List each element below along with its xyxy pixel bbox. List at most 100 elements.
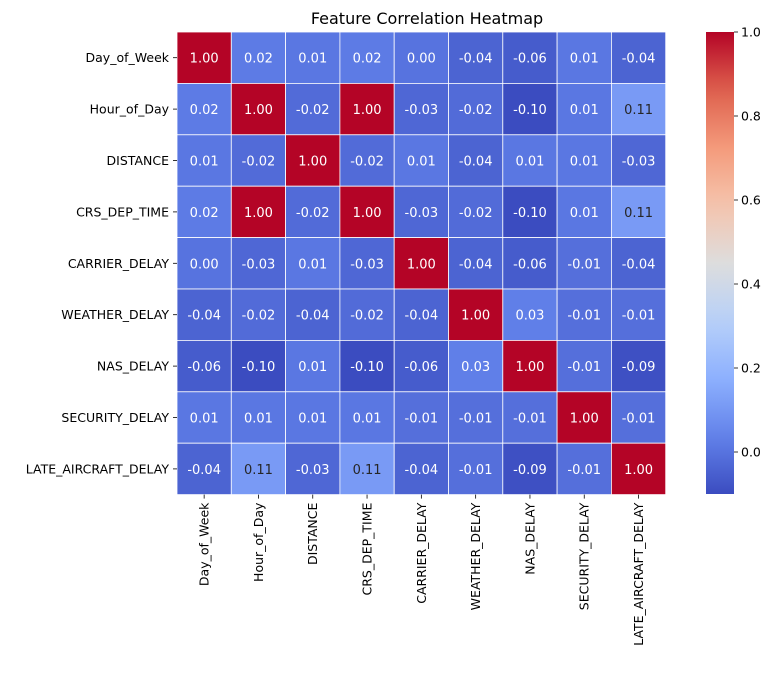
cell-value-label: -0.04	[187, 309, 221, 324]
heatmap-cell	[176, 31, 232, 84]
cell-value-label: -0.02	[242, 309, 276, 324]
cell-value-label: 0.00	[407, 52, 436, 67]
heatmap-cell	[448, 442, 504, 496]
heatmap-cell	[230, 185, 287, 238]
cell-value-label: -0.10	[513, 103, 547, 118]
y-tick-labels: Day_of_Week Hour_of_Day DISTANCE CRS_DEP_TI…	[26, 50, 177, 476]
heatmap-cell	[176, 288, 232, 341]
cell-value-label: 0.01	[570, 103, 599, 118]
heatmap-cell	[176, 442, 232, 496]
y-tick-label: Hour_of_Day	[90, 102, 170, 117]
colorbar: 0.0 0.2 0.4 0.6 0.8 1.0	[706, 25, 761, 494]
cell-value-label: -0.04	[405, 309, 439, 324]
x-tick-label: Day_of_Week	[197, 502, 212, 586]
y-tick-label: Day_of_Week	[86, 50, 170, 65]
heatmap-cell	[230, 442, 287, 496]
cell-value-label: -0.04	[187, 463, 221, 478]
cell-value-label: 0.11	[624, 103, 653, 118]
cell-value-label: -0.10	[242, 360, 276, 375]
colorbar-tick-label: 0.8	[741, 109, 761, 124]
cell-value-label: -0.09	[513, 463, 547, 478]
heatmap-cell	[556, 288, 612, 341]
heatmap-cell	[393, 134, 449, 187]
cell-value-label: -0.01	[459, 463, 493, 478]
cell-value-label: -0.01	[567, 360, 601, 375]
cell-value-label: 0.01	[298, 52, 327, 67]
cell-value-label: 0.01	[244, 412, 273, 427]
cell-value-label: -0.06	[513, 257, 547, 272]
cell-value-label: -0.02	[242, 155, 276, 170]
heatmap-cell	[285, 237, 341, 290]
y-tick-label: NAS_DELAY	[97, 359, 169, 374]
cell-value-label: -0.01	[567, 257, 601, 272]
cell-value-label: 1.00	[244, 103, 273, 118]
colorbar-gradient	[706, 32, 734, 494]
colorbar-tick-label: 0.2	[741, 361, 761, 376]
heatmap-cell	[502, 339, 558, 393]
cell-value-label: 0.01	[353, 412, 382, 427]
heatmap-cell	[176, 83, 232, 136]
cell-value-label: 1.00	[461, 309, 490, 324]
cell-value-label: 0.01	[298, 257, 327, 272]
cell-value-label: -0.01	[567, 463, 601, 478]
cell-value-label: 0.01	[570, 206, 599, 221]
cell-value-label: -0.02	[459, 206, 493, 221]
cell-value-label: 1.00	[190, 52, 219, 67]
heatmap-cells: 1.00 0.02 0.01 0.02 0.00 -0.04 -0.06 0.01 -0.04 0…	[176, 31, 667, 496]
x-tick-label: WEATHER_DELAY	[468, 502, 483, 610]
cell-value-label: -0.01	[567, 309, 601, 324]
cell-value-label: 1.00	[353, 103, 382, 118]
heatmap-cell	[393, 339, 449, 393]
cell-value-label: 1.00	[353, 206, 382, 221]
cell-value-label: 0.01	[190, 412, 219, 427]
heatmap-cell	[176, 391, 232, 444]
heatmap-cell	[556, 83, 612, 136]
cell-value-label: -0.03	[350, 257, 384, 272]
cell-value-label: -0.03	[296, 463, 330, 478]
cell-value-label: -0.01	[513, 412, 547, 427]
y-tick-label: CRS_DEP_TIME	[76, 204, 169, 219]
cell-value-label: 0.01	[407, 155, 436, 170]
cell-value-label: -0.01	[459, 412, 493, 427]
cell-value-label: -0.03	[622, 155, 656, 170]
heatmap-cell	[393, 391, 449, 444]
heatmap-cell	[611, 83, 667, 136]
heatmap-cell	[502, 442, 558, 496]
cell-value-label: 0.01	[570, 52, 599, 67]
heatmap-cell	[502, 134, 558, 187]
x-tick-label: SECURITY_DELAY	[577, 502, 592, 610]
cell-value-label: -0.04	[405, 463, 439, 478]
cell-value-label: 0.01	[515, 155, 544, 170]
x-tick-label: DISTANCE	[305, 503, 320, 566]
cell-value-label: 0.03	[461, 360, 490, 375]
heatmap-cell	[176, 185, 232, 238]
heatmap-cell	[176, 237, 232, 290]
heatmap-cell	[176, 339, 232, 393]
heatmap-cell	[339, 288, 395, 341]
cell-value-label: 0.02	[353, 52, 382, 67]
heatmap-cell	[339, 391, 395, 444]
heatmap-cell	[611, 391, 667, 444]
cell-value-label: -0.09	[622, 360, 656, 375]
cell-value-label: -0.02	[459, 103, 493, 118]
cell-value-label: 0.02	[190, 206, 219, 221]
x-tick-label: CRS_DEP_TIME	[360, 503, 375, 596]
cell-value-label: -0.04	[622, 257, 656, 272]
cell-value-label: -0.04	[296, 309, 330, 324]
colorbar-tick-label: 1.0	[741, 25, 761, 40]
cell-value-label: -0.03	[405, 103, 439, 118]
heatmap-cell	[339, 31, 395, 84]
cell-value-label: -0.03	[405, 206, 439, 221]
cell-value-label: -0.01	[622, 309, 656, 324]
heatmap-cell	[393, 442, 449, 496]
heatmap-cell	[285, 391, 341, 444]
heatmap-cell	[339, 442, 395, 496]
cell-value-label: 1.00	[624, 463, 653, 478]
cell-value-label: -0.04	[622, 52, 656, 67]
colorbar-tick-label: 0.0	[741, 445, 761, 460]
cell-value-label: -0.06	[187, 360, 221, 375]
colorbar-tick-label: 0.6	[741, 193, 761, 208]
heatmap-cell	[448, 391, 504, 444]
